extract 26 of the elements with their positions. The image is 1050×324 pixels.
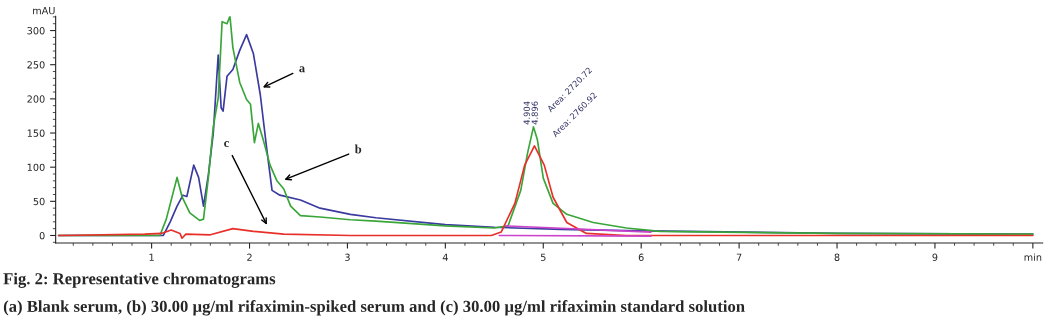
annotation: c	[224, 141, 229, 148]
x-tick-label: 8	[834, 253, 840, 261]
y-tick-label: 300	[27, 27, 45, 35]
x-tick-label: 6	[638, 253, 644, 261]
annotation: 4.904	[523, 101, 530, 125]
annotation: b	[354, 144, 362, 154]
y-tick-label: 100	[27, 163, 45, 171]
x-tick-label: 9	[932, 253, 938, 261]
y-tick-label: 200	[27, 95, 45, 103]
text: (a) Blank serum, (b) 30.00 µg/ml rifaximin-spiked serum and (c) 30.00 µg/ml rifaximin standard solution	[3, 300, 745, 316]
line-series	[57, 145, 1034, 240]
x-tick-label: min	[1024, 253, 1042, 261]
y-axis-title: mAU	[33, 7, 55, 15]
y-tick-label: 250	[27, 61, 45, 69]
y-tick-label: 0	[39, 231, 45, 240]
x-tick-label: 3	[345, 253, 350, 261]
annotation: a	[299, 66, 305, 73]
annotation: 4.896	[531, 101, 538, 125]
x-tick-label: 1	[149, 253, 154, 261]
y-tick-label: 150	[27, 129, 45, 137]
text: Fig. 2: Representative chromatograms	[3, 272, 276, 288]
x-tick-label: 7	[736, 253, 742, 261]
x-tick-label: 5	[540, 253, 546, 261]
y-tick-label: 50	[33, 197, 45, 206]
x-tick-label: 4	[442, 253, 448, 261]
x-tick-label: 2	[247, 253, 252, 261]
